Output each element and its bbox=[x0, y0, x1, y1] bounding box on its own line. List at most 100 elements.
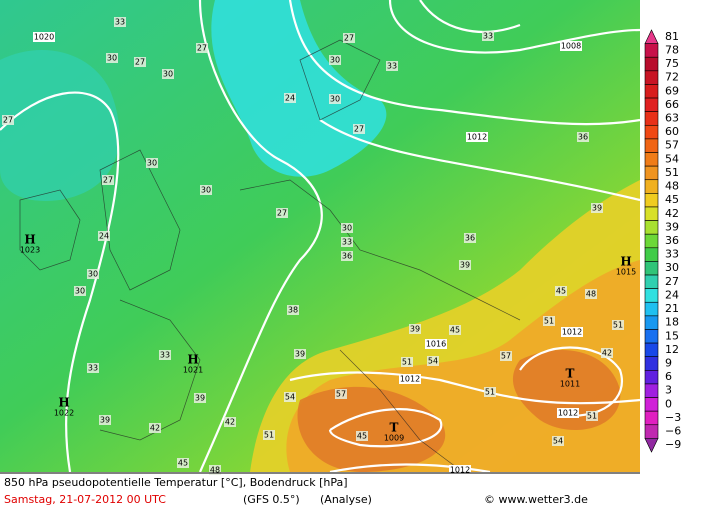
temperature-label: 54 bbox=[285, 393, 295, 402]
scale-swatch bbox=[644, 165, 659, 181]
footer-credit: © www.wetter3.de bbox=[484, 493, 588, 506]
temperature-label: 33 bbox=[387, 62, 397, 71]
scale-label: 24 bbox=[665, 288, 679, 301]
label-box bbox=[560, 41, 582, 51]
temperature-label: 45 bbox=[357, 432, 367, 441]
scale-label: 15 bbox=[665, 329, 679, 342]
scale-swatch bbox=[644, 397, 659, 412]
scale-swatch bbox=[644, 288, 659, 303]
footer-date: Samstag, 21-07-2012 00 UTC bbox=[4, 493, 166, 506]
scale-label: 81 bbox=[665, 30, 679, 43]
label-box bbox=[102, 175, 114, 185]
map-area bbox=[0, 0, 641, 474]
temperature-label: 51 bbox=[264, 431, 274, 440]
scale-swatch bbox=[644, 179, 659, 194]
pressure-value: 1009 bbox=[384, 434, 404, 443]
scale-swatch bbox=[644, 138, 659, 153]
scale-swatch bbox=[644, 356, 659, 371]
label-box bbox=[99, 415, 111, 425]
scale-swatch bbox=[644, 29, 659, 44]
isobars bbox=[0, 0, 640, 472]
scale-swatch bbox=[644, 370, 659, 385]
label-box bbox=[74, 286, 86, 296]
color-scale: 8178757269666360575451484542393633302724… bbox=[644, 29, 681, 453]
scale-swatch bbox=[644, 43, 659, 58]
isobar-label: 1008 bbox=[561, 42, 581, 51]
footer-title: 850 hPa pseudopotentielle Temperatur [°C… bbox=[4, 476, 348, 489]
scale-swatch bbox=[644, 247, 659, 262]
label-box bbox=[386, 61, 398, 71]
temperature-label: 24 bbox=[285, 94, 295, 103]
temperature-label: 51 bbox=[485, 388, 495, 397]
label-box bbox=[591, 203, 603, 213]
scale-swatch bbox=[644, 329, 659, 344]
temperature-label: 39 bbox=[195, 394, 205, 403]
label-box bbox=[33, 32, 55, 42]
temperature-label: 27 bbox=[197, 44, 207, 53]
label-box bbox=[464, 233, 476, 243]
label-box bbox=[87, 363, 99, 373]
scale-label: −6 bbox=[665, 425, 681, 438]
pressure-value: 1015 bbox=[616, 268, 636, 277]
scale-swatch bbox=[644, 152, 659, 167]
temperature-label: 33 bbox=[160, 351, 170, 360]
scale-swatch bbox=[644, 274, 659, 289]
scale-swatch bbox=[644, 84, 659, 99]
label-box bbox=[194, 393, 206, 403]
temperature-label: 51 bbox=[544, 317, 554, 326]
label-box bbox=[284, 392, 296, 402]
label-box bbox=[612, 320, 624, 330]
isobar-label: 1012 bbox=[558, 409, 578, 418]
temperature-label: 51 bbox=[613, 321, 623, 330]
label-box bbox=[196, 43, 208, 53]
scale-swatch bbox=[644, 342, 659, 358]
temperature-label: 33 bbox=[342, 238, 352, 247]
scale-swatch bbox=[644, 301, 659, 317]
label-box bbox=[284, 93, 296, 103]
label-box bbox=[98, 231, 110, 241]
temperature-label: 36 bbox=[342, 252, 352, 261]
temperature-label: 30 bbox=[330, 95, 340, 104]
isobar-label: 1012 bbox=[562, 328, 582, 337]
label-box bbox=[294, 349, 306, 359]
scale-label: 30 bbox=[665, 261, 679, 274]
scale-swatch bbox=[644, 438, 659, 453]
temperature-label: 39 bbox=[460, 261, 470, 270]
temperature-label: 42 bbox=[225, 418, 235, 427]
footer-model: (GFS 0.5°) bbox=[243, 493, 300, 506]
label-box bbox=[425, 339, 447, 349]
isobar-label: 1012 bbox=[400, 375, 420, 384]
temperature-label: 45 bbox=[450, 326, 460, 335]
pressure-value: 1023 bbox=[20, 246, 40, 255]
scale-label: 48 bbox=[665, 180, 679, 193]
coastlines bbox=[19, 39, 521, 471]
scale-label: 72 bbox=[665, 71, 679, 84]
label-box bbox=[159, 350, 171, 360]
label-box bbox=[146, 158, 158, 168]
label-box bbox=[353, 124, 365, 134]
label-box bbox=[449, 465, 471, 475]
temperature-label: 54 bbox=[428, 357, 438, 366]
scale-swatch bbox=[644, 261, 659, 276]
scale-label: 42 bbox=[665, 207, 679, 220]
footer-run: (Analyse) bbox=[320, 493, 372, 506]
temperature-label: 48 bbox=[210, 466, 220, 475]
label-box bbox=[427, 356, 439, 366]
temperature-label: 30 bbox=[330, 56, 340, 65]
temperature-label: 24 bbox=[99, 232, 109, 241]
hottest-region bbox=[297, 350, 621, 472]
scale-label: 21 bbox=[665, 302, 679, 315]
label-box bbox=[134, 57, 146, 67]
label-box bbox=[449, 325, 461, 335]
scale-label: 6 bbox=[665, 370, 672, 383]
isobar-label: 1020 bbox=[34, 33, 54, 42]
scale-swatch bbox=[644, 97, 659, 112]
label-box bbox=[500, 351, 512, 361]
scale-label: 54 bbox=[665, 152, 679, 165]
scale-label: 0 bbox=[665, 397, 672, 410]
pressure-value: 1022 bbox=[54, 409, 74, 418]
temperature-label: 51 bbox=[402, 358, 412, 367]
scale-label: 78 bbox=[665, 43, 679, 56]
label-box bbox=[329, 94, 341, 104]
pressure-value: 1011 bbox=[560, 380, 580, 389]
